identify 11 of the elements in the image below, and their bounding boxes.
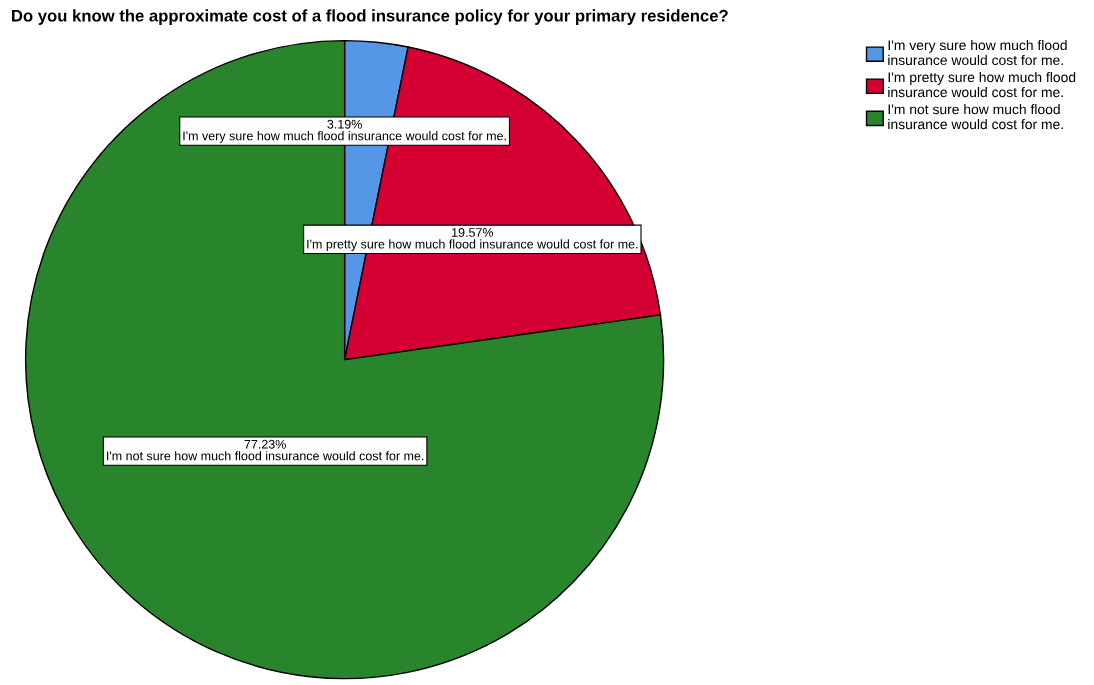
legend-label: I'm pretty sure how much flood insurance would cost for me. xyxy=(888,71,1076,98)
slice-label: I'm very sure how much flood insurance would cost for me. xyxy=(183,131,506,143)
slice-label: I'm pretty sure how much flood insurance would cost for me. xyxy=(307,239,638,251)
data-label: 19.57% xyxy=(452,228,494,237)
pie-slice xyxy=(24,39,665,680)
data-label: 3.19% xyxy=(327,119,362,129)
slice-label: I'm not sure how much flood insurance would cost for me. xyxy=(107,451,424,461)
chart-title: Do you know the approximate cost of a flood insurance policy for your primary residence? xyxy=(12,9,728,25)
data-label: 77.23% xyxy=(244,439,286,449)
legend-label: I'm not sure how much flood insurance would cost for me. xyxy=(888,104,1063,130)
legend-label: I'm very sure how much flood insurance would cost for me. xyxy=(888,39,1067,66)
